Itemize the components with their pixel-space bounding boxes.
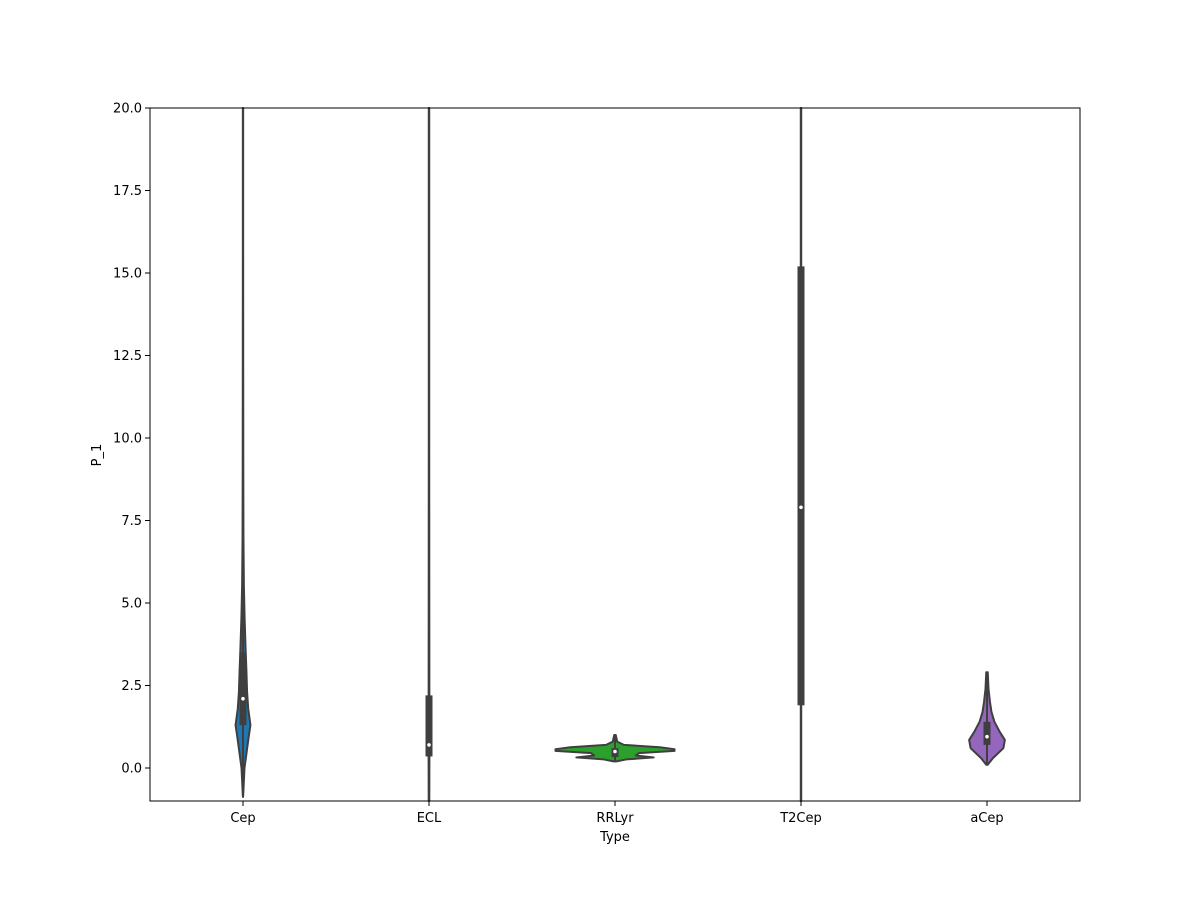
violin-iqr-box [983, 721, 991, 745]
violin-iqr-box [239, 652, 247, 726]
violin-layer [234, 107, 1006, 802]
plot-frame [149, 107, 1081, 802]
x-axis: Cep ECL RRLyr T2Cep aCep [230, 801, 1004, 826]
y-tick-label: 5.0 [121, 597, 142, 612]
x-tick-label: Cep [230, 811, 255, 826]
violin-median [613, 749, 617, 754]
y-axis-label: P_1 [90, 444, 105, 467]
y-axis: 0.0 2.5 5.0 7.5 10.0 12.5 15.0 17.5 20.0 [113, 102, 150, 777]
violin-median [241, 696, 245, 701]
y-tick-label: 17.5 [113, 184, 142, 199]
x-axis-label: Type [599, 830, 630, 845]
violin-iqr-box [797, 266, 805, 706]
y-tick-label: 20.0 [113, 102, 142, 117]
violin-iqr-box [425, 695, 433, 757]
y-tick-label: 7.5 [121, 514, 142, 529]
x-tick-label: RRLyr [596, 811, 634, 826]
violin-median [799, 505, 803, 510]
violin-acep [968, 671, 1006, 766]
violin-median [427, 743, 431, 747]
violin-rrlyr [554, 734, 676, 763]
y-tick-label: 10.0 [113, 432, 142, 447]
y-tick-label: 0.0 [121, 762, 142, 777]
y-tick-label: 15.0 [113, 267, 142, 282]
y-tick-label: 12.5 [113, 349, 142, 364]
violin-median [985, 734, 989, 739]
x-tick-label: ECL [417, 811, 442, 826]
x-tick-label: T2Cep [779, 811, 822, 826]
y-tick-label: 2.5 [121, 679, 142, 694]
x-tick-label: aCep [970, 811, 1003, 826]
